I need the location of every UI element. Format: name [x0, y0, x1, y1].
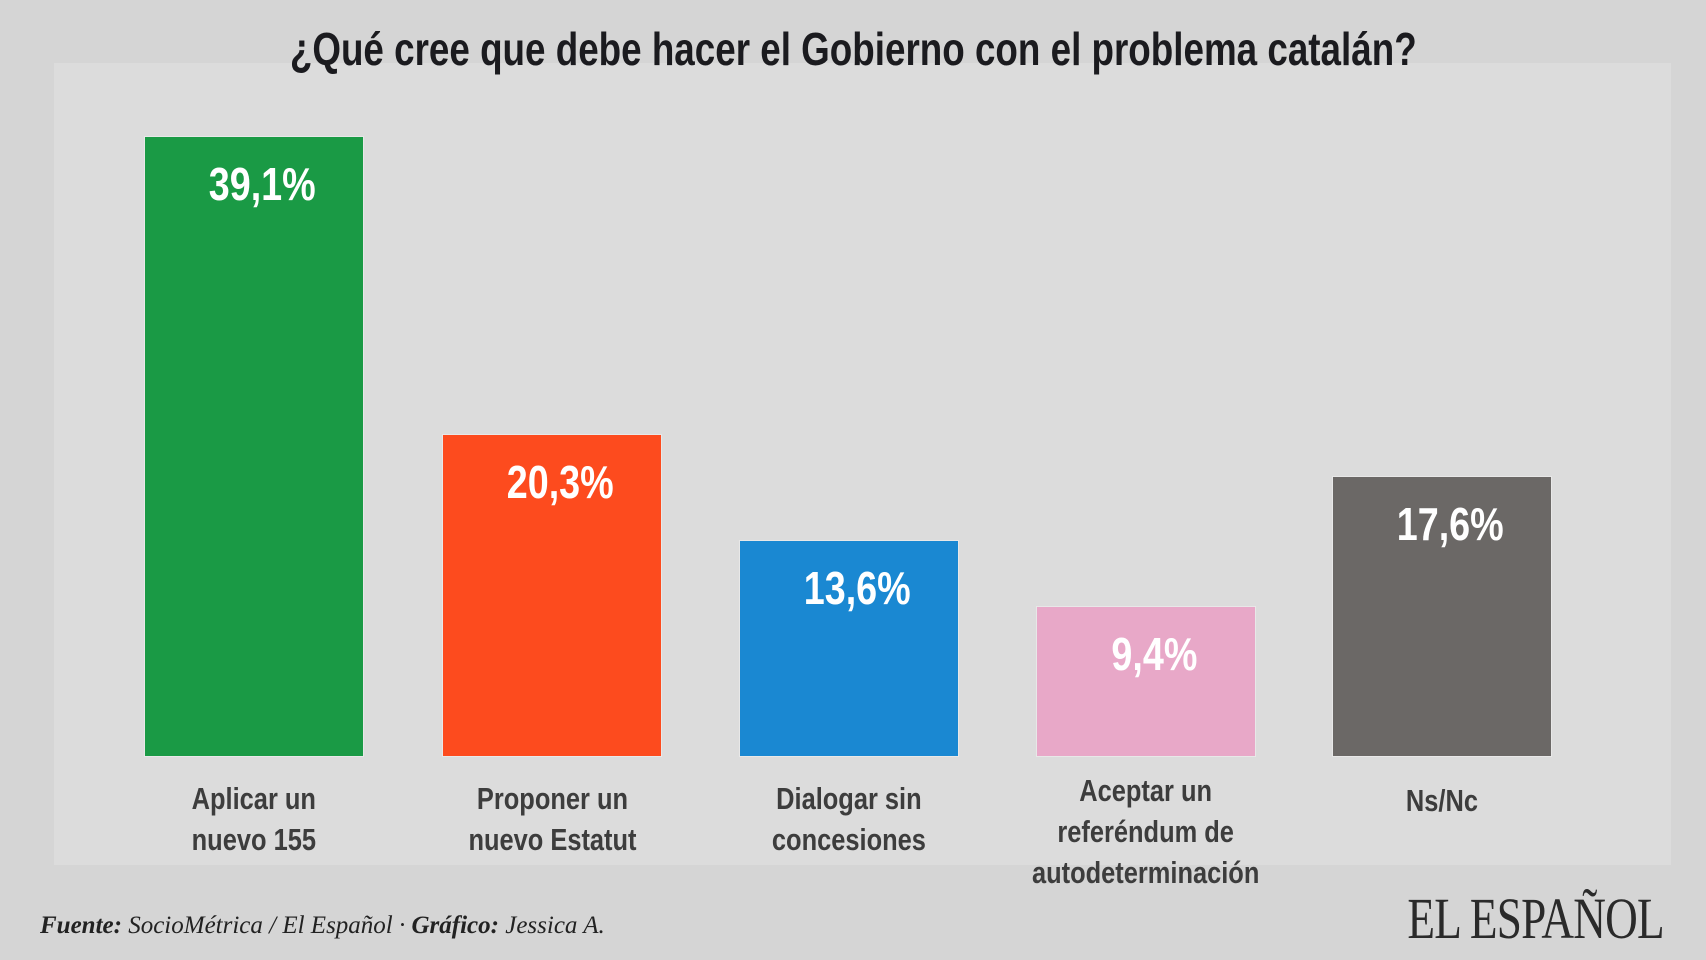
graphic-author: Jessica A. — [505, 912, 605, 939]
category-label: Aplicar un nuevo 155 — [191, 781, 317, 857]
bar — [443, 434, 661, 756]
category-label: Dialogar sin concesiones — [771, 781, 927, 857]
category-label: Aceptar un referéndum de autodeterminaci… — [1032, 773, 1260, 890]
data-label: 17,6% — [1396, 498, 1504, 551]
data-label: 13,6% — [803, 561, 911, 614]
footer-credits: Fuente: SocioMétrica / El Español · Gráf… — [40, 912, 605, 940]
bar — [740, 540, 958, 756]
bar — [1037, 607, 1255, 756]
data-label: 9,4% — [1110, 628, 1197, 681]
graphic-label: Gráfico: — [411, 912, 499, 939]
bar — [1333, 477, 1551, 756]
category-label: Ns/Nc — [1405, 783, 1479, 818]
bar — [145, 137, 363, 756]
el-espanol-logo: EL ESPAÑOL — [1407, 886, 1664, 951]
source-label: Fuente: — [40, 912, 122, 939]
data-label: 39,1% — [208, 158, 316, 211]
source-text: SocioMétrica / El Español · — [128, 912, 406, 939]
category-label: Proponer un nuevo Estatut — [467, 781, 637, 857]
chart-title: ¿Qué cree que debe hacer el Gobierno con… — [289, 23, 1417, 75]
data-label: 20,3% — [506, 455, 614, 508]
